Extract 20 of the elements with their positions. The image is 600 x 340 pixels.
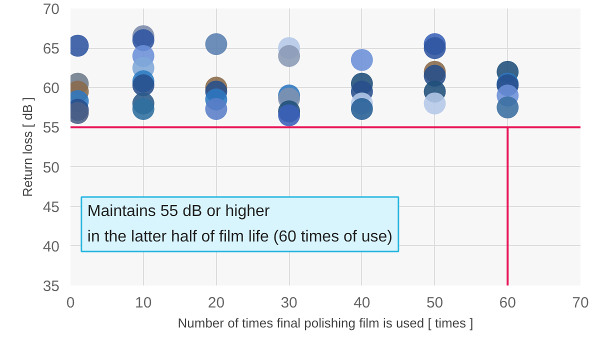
- annotation: Maintains 55 dB or higher: [87, 202, 270, 220]
- x-tick-label: 70: [572, 294, 589, 312]
- x-tick-label: 10: [135, 294, 152, 312]
- y-tick-label: 65: [42, 40, 60, 58]
- y-tick-label: 45: [42, 198, 60, 216]
- x-tick-label: 40: [354, 294, 370, 312]
- x-tick-label: 50: [426, 294, 444, 312]
- y-tick-label: 50: [42, 159, 60, 176]
- y-tick-label: 55: [42, 120, 60, 137]
- x-tick-label: 0: [66, 294, 75, 312]
- y-tick-label: 60: [42, 80, 60, 98]
- x-tick-label: 20: [208, 294, 225, 312]
- x-tick-label: 60: [499, 294, 516, 312]
- y-axis-title: Return loss [ dB ]: [20, 97, 35, 197]
- y-tick-label: 35: [42, 278, 60, 295]
- x-tick-label: 30: [280, 294, 298, 312]
- y-tick-label: 40: [42, 238, 60, 256]
- x-axis-title: Number of times final polishing film is used [ times ]: [178, 316, 474, 330]
- y-tick-label: 70: [42, 1, 60, 18]
- annotation: in the latter half of film life (60 times of use): [87, 228, 392, 246]
